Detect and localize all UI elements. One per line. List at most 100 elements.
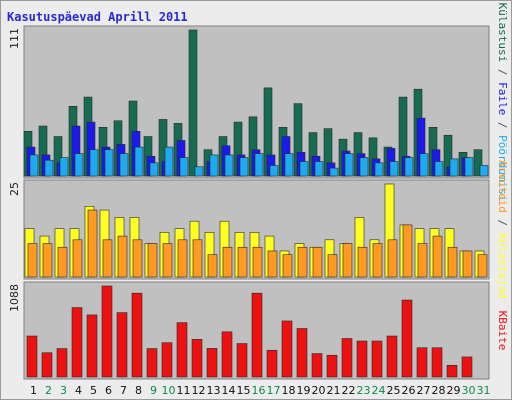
bar-arvuteid-day-27: [417, 243, 428, 278]
bar-prdumisi-day-22: [344, 153, 354, 177]
bar-prdumisi-day-26: [404, 157, 414, 177]
x-tick-day-2: 2: [45, 384, 52, 397]
y-max-label: 111: [8, 28, 21, 49]
bar-kbaite-day-9: [146, 348, 158, 378]
bar-kbaite-day-23: [356, 340, 368, 378]
side-label-hits: Külastusi / Faile / Pöördumisi: [496, 3, 509, 202]
bar-prdumisi-day-20: [314, 161, 324, 177]
x-tick-day-7: 7: [120, 384, 127, 397]
bar-kbaite-day-12: [191, 339, 203, 378]
bar-kbaite-day-15: [236, 343, 248, 378]
bar-arvuteid-day-17: [267, 250, 278, 278]
bar-arvuteid-day-20: [312, 246, 323, 278]
bar-prdumisi-day-11: [179, 157, 189, 177]
bar-arvuteid-day-21: [327, 254, 338, 278]
bar-kbaite-day-17: [266, 349, 278, 378]
panel-visits: 25: [8, 179, 490, 280]
bar-kbaite-day-5: [86, 314, 98, 378]
bar-prdumisi-day-19: [299, 161, 309, 177]
x-tick-day-17: 17: [267, 384, 281, 397]
chart-title: Kasutuspäevad Aprill 2011: [7, 10, 188, 24]
x-tick-day-31: 31: [477, 384, 491, 397]
x-tick-day-16: 16: [252, 384, 266, 397]
bar-arvuteid-day-3: [57, 246, 68, 278]
x-tick-day-3: 3: [60, 384, 67, 397]
x-tick-day-1: 1: [30, 384, 37, 397]
bar-arvuteid-day-2: [42, 243, 53, 278]
bar-prdumisi-day-10: [164, 146, 174, 177]
chart-panels: 111 25 1088: [8, 25, 490, 380]
bar-arvuteid-day-4: [72, 239, 83, 278]
bar-prdumisi-day-1: [29, 154, 39, 177]
bar-arvuteid-day-7: [117, 235, 128, 278]
bar-prdumisi-day-9: [149, 162, 159, 177]
bar-kbaite-day-19: [296, 328, 308, 378]
bar-kbaite-day-24: [371, 340, 383, 378]
bar-kbaite-day-11: [176, 322, 188, 378]
bar-arvuteid-day-8: [132, 239, 143, 278]
bar-kbaite-day-10: [161, 342, 173, 378]
x-tick-day-29: 29: [447, 384, 461, 397]
bar-arvuteid-day-28: [432, 235, 443, 278]
bar-arvuteid-day-18: [282, 254, 293, 278]
bar-kbaite-day-1: [26, 335, 38, 378]
bar-kbaite-day-16: [251, 292, 263, 378]
bar-prdumisi-day-23: [359, 157, 369, 177]
bar-arvuteid-day-9: [147, 243, 158, 278]
bar-prdumisi-day-17: [269, 165, 279, 177]
bar-prdumisi-day-30: [464, 157, 474, 177]
x-tick-day-6: 6: [105, 384, 112, 397]
x-tick-day-21: 21: [327, 384, 341, 397]
x-tick-day-25: 25: [387, 384, 401, 397]
bar-kbaite-day-27: [416, 347, 428, 378]
bar-prdumisi-day-28: [434, 161, 444, 177]
bar-kbaite-day-7: [116, 312, 128, 378]
bar-kbaite-day-29: [446, 364, 458, 378]
bar-prdumisi-day-6: [104, 149, 114, 177]
bar-kbaite-day-21: [326, 354, 338, 378]
bar-klastusi-day-12: [188, 29, 198, 177]
bar-prdumisi-day-18: [284, 153, 294, 177]
x-tick-day-5: 5: [90, 384, 97, 397]
bar-arvuteid-day-31: [477, 254, 488, 278]
bar-prdumisi-day-7: [119, 153, 129, 177]
bar-arvuteid-day-6: [102, 239, 113, 278]
bar-arvuteid-day-25: [387, 239, 398, 278]
bar-prdumisi-day-15: [239, 157, 249, 177]
bar-prdumisi-day-12: [194, 166, 204, 177]
x-tick-day-19: 19: [297, 384, 311, 397]
bar-kbaite-day-6: [101, 285, 113, 378]
bar-kbaite-day-18: [281, 320, 293, 378]
bar-arvuteid-day-29: [447, 246, 458, 278]
bar-prdumisi-day-24: [374, 162, 384, 177]
x-tick-day-8: 8: [135, 384, 142, 397]
x-tick-day-26: 26: [402, 384, 416, 397]
bar-prdumisi-day-4: [74, 153, 84, 177]
panel-kbytes: 1088: [8, 281, 490, 380]
bar-kbaite-day-26: [401, 299, 413, 378]
x-tick-day-14: 14: [222, 384, 236, 397]
bar-prdumisi-day-31: [479, 165, 489, 177]
x-tick-day-18: 18: [282, 384, 296, 397]
bar-arvuteid-day-1: [27, 243, 38, 278]
y-max-label: 1088: [8, 284, 21, 312]
bar-kbaite-day-4: [71, 307, 83, 378]
side-label-visits: Arvuteid / Külastajad: [496, 160, 509, 299]
bar-arvuteid-day-5: [87, 209, 98, 278]
x-tick-day-13: 13: [207, 384, 221, 397]
bar-prdumisi-day-21: [329, 167, 339, 177]
x-tick-day-15: 15: [237, 384, 251, 397]
bar-arvuteid-day-12: [192, 239, 203, 278]
bar-prdumisi-day-25: [389, 161, 399, 177]
bar-prdumisi-day-16: [254, 153, 264, 177]
bar-arvuteid-day-30: [462, 250, 473, 278]
bar-prdumisi-day-2: [44, 159, 54, 177]
panel-hits: 111: [8, 25, 490, 179]
bar-kbaite-day-30: [461, 356, 473, 378]
bar-kbaite-day-8: [131, 292, 143, 378]
x-tick-day-10: 10: [162, 384, 176, 397]
x-tick-day-11: 11: [177, 384, 191, 397]
y-max-label: 25: [8, 182, 21, 196]
